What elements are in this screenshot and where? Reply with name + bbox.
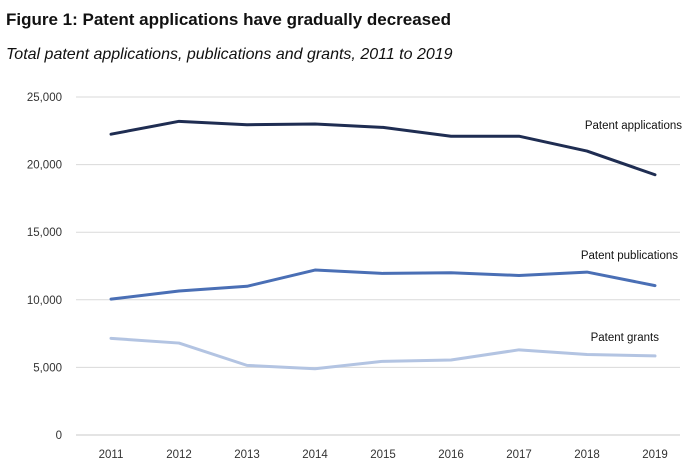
- series-line-patent-grants: [109, 336, 657, 371]
- x-tick-label: 2011: [99, 449, 124, 461]
- y-tick-label: 15,000: [27, 227, 62, 239]
- x-tick-label: 2012: [166, 449, 192, 461]
- x-tick-label: 2013: [234, 449, 260, 461]
- figure-title: Figure 1: Patent applications have gradu…: [6, 10, 451, 29]
- y-tick-label: 10,000: [27, 295, 62, 307]
- series-label: Patent publications: [581, 250, 678, 262]
- series-line-patent-publications: [109, 268, 657, 301]
- x-tick-label: 2014: [302, 449, 328, 461]
- x-tick-label: 2016: [438, 449, 464, 461]
- y-tick-label: 5,000: [33, 362, 62, 374]
- y-tick-label: 20,000: [27, 160, 62, 172]
- x-tick-label: 2018: [574, 449, 600, 461]
- x-tick-label: 2017: [506, 449, 532, 461]
- series-label: Patent grants: [591, 332, 660, 344]
- y-tick-label: 25,000: [27, 92, 62, 104]
- series-label: Patent applications: [585, 120, 682, 132]
- x-tick-label: 2015: [370, 449, 396, 461]
- y-tick-label: 0: [56, 430, 62, 442]
- series-line-patent-applications: [109, 119, 657, 177]
- x-tick-label: 2019: [642, 449, 668, 461]
- figure-subtitle: Total patent applications, publications …: [6, 46, 453, 63]
